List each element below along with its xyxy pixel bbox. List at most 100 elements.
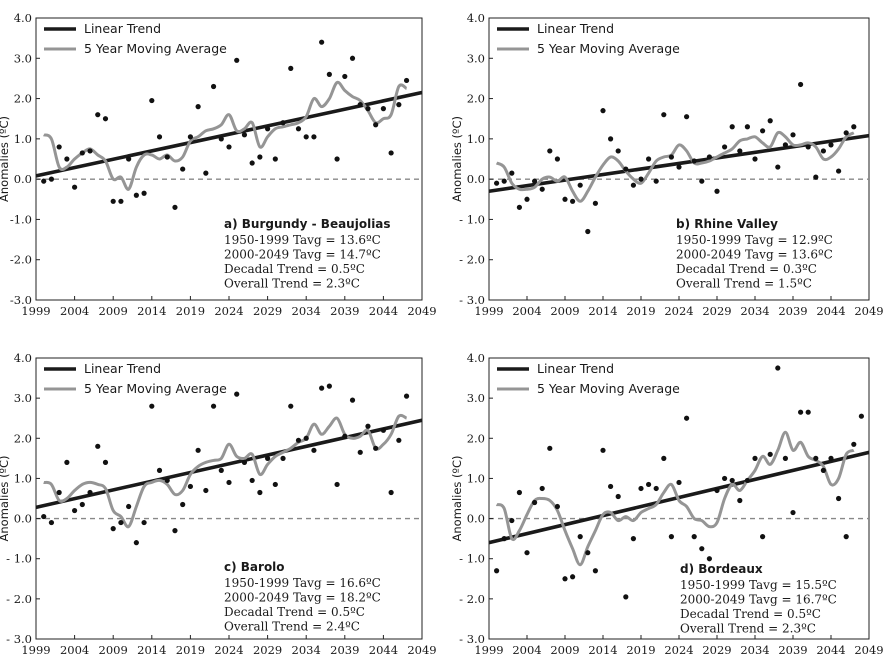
data-point <box>295 437 302 443</box>
x-tick-label: 2044 <box>369 304 398 318</box>
x-tick-label: 2039 <box>330 643 359 657</box>
annotation-line: Decadal Trend = 0.5ºC <box>224 605 365 619</box>
annotation-line: Overall Trend = 2.4ºC <box>224 620 360 634</box>
linear-trend-line <box>35 90 423 178</box>
x-tick-label: 2034 <box>292 304 321 318</box>
annotation-line: 1950-1999 Tavg = 12.9ºC <box>676 233 833 247</box>
x-tick-label: 1999 <box>474 643 503 657</box>
x-tick-label: 2004 <box>512 643 541 657</box>
y-tick-label: -2.0 <box>10 253 32 267</box>
y-tick-label: 0.0 <box>467 512 485 526</box>
data-point <box>570 198 576 204</box>
data-point <box>577 182 583 188</box>
data-point <box>744 477 751 484</box>
data-point <box>41 178 47 184</box>
data-point <box>509 170 515 176</box>
data-point <box>349 397 356 403</box>
x-tick-label: 2009 <box>550 304 579 318</box>
data-point <box>218 136 224 142</box>
data-point <box>272 481 278 488</box>
data-point <box>858 413 865 419</box>
data-point <box>280 455 286 461</box>
x-tick-label: 2044 <box>369 643 398 657</box>
data-point <box>334 156 340 162</box>
data-point <box>851 124 857 130</box>
data-point <box>790 509 796 516</box>
data-point <box>653 485 659 492</box>
data-point <box>48 519 55 526</box>
data-point <box>234 391 240 397</box>
y-tick-label: 4.0 <box>14 351 32 365</box>
x-tick-label: 2014 <box>588 304 617 318</box>
data-point <box>64 459 70 465</box>
data-point <box>532 178 538 184</box>
legend-label-trend: Linear Trend <box>537 21 614 36</box>
data-point <box>110 526 116 532</box>
annotation-line: Decadal Trend = 0.5ºC <box>680 607 821 621</box>
chart-panel: - 3.0 - 2.0 - 1.0 0.0 1.0 2.0 3.0 4.0 1999 2004 20… <box>450 11 884 318</box>
data-point <box>102 459 109 465</box>
data-point <box>388 150 394 156</box>
data-point <box>48 176 55 182</box>
annotation-line: 2000-2049 Tavg = 13.6ºC <box>676 248 833 262</box>
x-tick-label: 2049 <box>854 643 883 657</box>
y-axis-label: Anomalies (ºC) <box>0 456 11 542</box>
data-point <box>767 451 773 457</box>
data-point <box>249 160 255 166</box>
x-tick-label: 2019 <box>626 304 655 318</box>
y-tick-label: 1.0 <box>467 471 485 485</box>
data-point <box>396 102 402 108</box>
data-point <box>234 57 240 63</box>
data-point <box>373 122 379 128</box>
data-point <box>722 144 728 150</box>
data-point <box>365 106 371 112</box>
data-point <box>760 128 766 134</box>
data-point <box>133 192 139 198</box>
x-tick-label: 2034 <box>740 643 769 657</box>
data-point <box>226 144 232 150</box>
data-point <box>813 455 819 461</box>
x-tick-label: 2019 <box>176 643 205 657</box>
data-point <box>388 489 394 496</box>
y-tick-label: - 1.0 <box>459 552 485 566</box>
legend-label-moving-average: 5 Year Moving Average <box>84 41 227 56</box>
x-tick-label: 2049 <box>854 304 883 318</box>
y-tick-label: - 3.0 <box>459 293 485 307</box>
data-point <box>729 477 735 484</box>
annotation-line: 2000-2049 Tavg = 14.7ºC <box>224 248 381 262</box>
data-point <box>836 495 842 502</box>
data-point <box>851 441 857 447</box>
annotation-line: 2000-2049 Tavg = 16.7ºC <box>680 593 837 607</box>
data-point <box>661 112 667 118</box>
data-point <box>87 489 93 496</box>
x-tick-label: 2039 <box>778 643 807 657</box>
data-point <box>164 477 170 484</box>
data-point <box>241 459 248 465</box>
data-point <box>524 550 530 556</box>
x-tick-label: 2004 <box>60 643 89 657</box>
x-tick-label: 2019 <box>626 643 655 657</box>
data-point <box>676 479 682 486</box>
y-axis-label: Anomalies (ºC) <box>450 456 464 542</box>
y-tick-label: - 3.0 <box>459 632 485 646</box>
data-point <box>210 83 217 90</box>
data-point <box>403 77 410 84</box>
data-point <box>501 178 507 184</box>
data-point <box>210 403 217 409</box>
annotation-line: 2000-2049 Tavg = 18.2ºC <box>224 591 381 605</box>
data-point <box>326 383 332 389</box>
data-point <box>494 568 500 574</box>
data-point <box>547 148 553 154</box>
data-point <box>722 475 728 482</box>
x-tick-label: 2004 <box>512 304 541 318</box>
legend-label-moving-average: 5 Year Moving Average <box>537 381 680 396</box>
data-point <box>288 65 294 71</box>
data-point <box>684 114 690 120</box>
data-point <box>775 164 781 170</box>
annotation-line: Overall Trend = 2.3ºC <box>224 277 360 291</box>
data-point <box>813 174 819 180</box>
linear-trend-line <box>488 133 870 194</box>
data-point <box>334 481 340 488</box>
legend-label-moving-average: 5 Year Moving Average <box>84 381 227 396</box>
data-point <box>805 409 811 415</box>
